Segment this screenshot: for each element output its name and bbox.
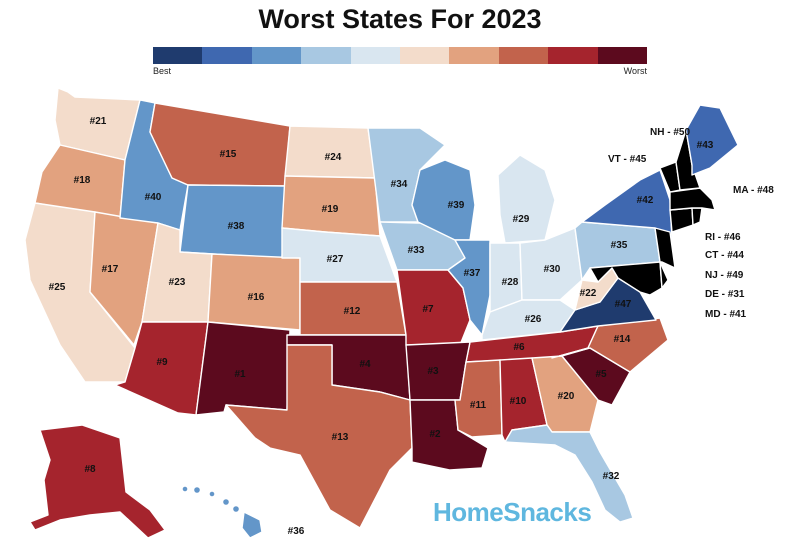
rank-label-co: #16 [248, 292, 265, 303]
state-nh[interactable] [675, 129, 701, 191]
rank-label-ak: #8 [84, 464, 96, 475]
callout-ct: CT - #44 [705, 250, 744, 261]
state-ma[interactable] [669, 187, 716, 211]
state-ct[interactable] [669, 207, 694, 233]
rank-label-mn: #34 [391, 179, 408, 190]
callout-nh: NH - #50 [650, 127, 690, 138]
color-legend: Best Worst [153, 47, 648, 76]
callout-ma: MA - #48 [733, 185, 774, 196]
legend-min-label: Best [153, 66, 172, 76]
state-fl[interactable] [504, 424, 634, 523]
rank-label-nd: #24 [325, 152, 342, 163]
rank-label-sd: #19 [322, 204, 339, 215]
legend-max-label: Worst [623, 66, 647, 76]
state-hi[interactable] [181, 485, 263, 539]
rank-label-ok: #4 [359, 359, 371, 370]
callout-md: MD - #41 [705, 309, 747, 320]
rank-label-al: #10 [510, 396, 527, 407]
page-title: Worst States For 2023 [258, 4, 542, 34]
state-ak[interactable] [29, 424, 166, 539]
rank-label-mi: #29 [513, 214, 530, 225]
legend-swatch-1 [153, 47, 203, 64]
rank-label-la: #2 [429, 429, 441, 440]
legend-swatch-3 [251, 47, 302, 64]
rank-label-ia: #33 [408, 245, 425, 256]
rank-label-sc: #5 [595, 369, 607, 380]
rank-label-tx: #13 [332, 432, 349, 443]
legend-swatch-2 [202, 47, 252, 64]
legend-swatch-6 [400, 47, 450, 64]
rank-label-ga: #20 [558, 391, 575, 402]
rank-label-hi: #36 [288, 526, 305, 537]
legend-swatch-10 [597, 47, 648, 64]
rank-label-ar: #3 [427, 366, 439, 377]
state-il[interactable] [447, 239, 491, 336]
rank-label-wv: #22 [580, 288, 597, 299]
rank-label-ms: #11 [470, 400, 487, 411]
rank-label-mo: #7 [422, 304, 434, 315]
legend-color-bar [153, 47, 648, 64]
rank-label-wi: #39 [448, 200, 465, 211]
state-de[interactable] [659, 261, 669, 289]
rank-label-ks: #12 [344, 306, 361, 317]
rank-label-fl: #32 [603, 471, 620, 482]
rank-label-mt: #15 [220, 149, 237, 160]
rank-label-ca: #25 [49, 282, 66, 293]
rank-label-nv: #17 [102, 264, 119, 275]
legend-swatch-5 [350, 47, 401, 64]
state-mt[interactable] [149, 102, 291, 187]
callout-nj: NJ - #49 [705, 270, 744, 281]
small-state-callouts: NH - #50 VT - #45 MA - #48 RI - #46 CT - #44… [608, 127, 774, 320]
legend-swatch-4 [301, 47, 351, 64]
rank-label-id: #40 [145, 192, 162, 203]
callout-de: DE - #31 [705, 289, 745, 300]
rank-label-wa: #21 [90, 116, 107, 127]
state-mi[interactable] [497, 154, 556, 244]
rank-label-ne: #27 [327, 254, 344, 265]
rank-label-il: #37 [464, 268, 481, 279]
rank-label-tn: #6 [513, 342, 525, 353]
legend-swatch-8 [498, 47, 549, 64]
state-md[interactable] [589, 261, 663, 296]
rank-label-az: #9 [156, 357, 168, 368]
legend-swatch-7 [449, 47, 499, 64]
rank-label-in: #28 [502, 277, 519, 288]
rank-label-oh: #30 [544, 264, 561, 275]
state-me[interactable] [685, 104, 739, 176]
rank-label-or: #18 [74, 175, 91, 186]
rank-label-ny: #42 [637, 195, 654, 206]
callout-vt: VT - #45 [608, 154, 647, 165]
rank-label-me: #43 [697, 140, 714, 151]
rank-label-ky: #26 [525, 314, 542, 325]
state-nj[interactable] [654, 227, 676, 269]
rank-label-wy: #38 [228, 221, 245, 232]
homesnacks-logo: HomeSnacks [433, 497, 592, 527]
legend-swatch-9 [548, 47, 598, 64]
callout-ri: RI - #46 [705, 232, 741, 243]
state-tx[interactable] [225, 344, 413, 529]
rank-label-ut: #23 [169, 277, 186, 288]
rank-label-nc: #14 [614, 334, 631, 345]
rank-label-va: #47 [615, 299, 632, 310]
state-ri[interactable] [691, 207, 703, 226]
rank-label-pa: #35 [611, 240, 628, 251]
rank-label-nm: #1 [234, 369, 246, 380]
state-rank-labels: #21 #18 #25 #17 #40 #15 #38 #23 #9 #16 #1 #24 #19 #27… [49, 116, 714, 537]
